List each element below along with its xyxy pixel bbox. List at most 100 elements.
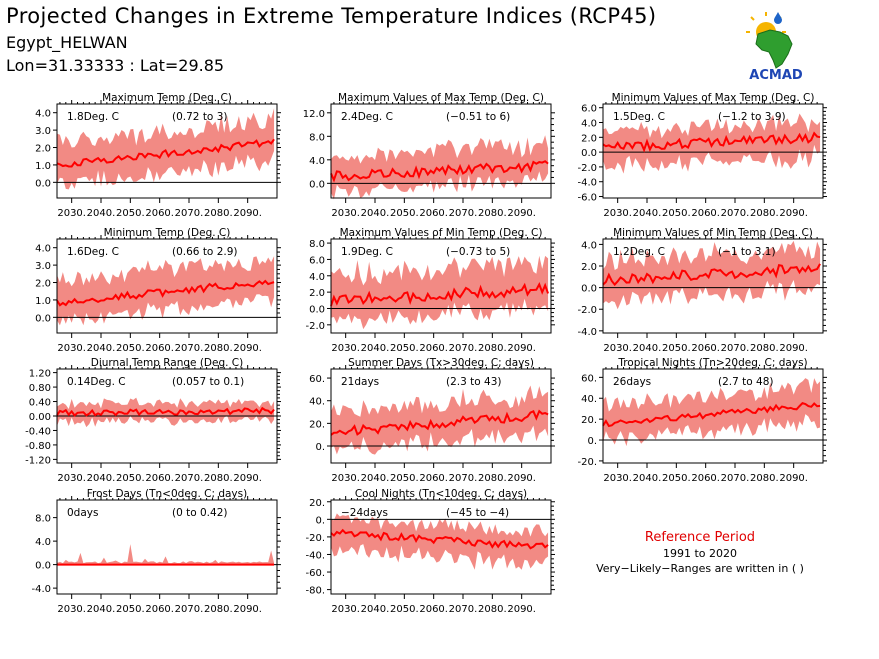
x-tick-label: 2070. — [721, 208, 750, 219]
y-tick-label: 20. — [309, 419, 325, 430]
x-tick-label: 2080. — [750, 343, 779, 354]
y-tick-label: 0.0 — [309, 179, 325, 190]
x-tick-label: 2070. — [175, 473, 204, 484]
y-tick-label: 4.0 — [309, 156, 325, 167]
y-tick-label: -40. — [305, 550, 325, 561]
x-tick-label: 2090. — [233, 604, 262, 615]
raindrop-icon — [774, 12, 782, 24]
x-tick-label: 2080. — [204, 473, 233, 484]
very-likely-range-band — [331, 255, 549, 330]
y-tick-label: 0. — [315, 515, 325, 526]
range-label: (−1 to 3.1) — [718, 246, 776, 258]
x-tick-label: 2050. — [390, 604, 419, 615]
x-tick-label: 2070. — [721, 473, 750, 484]
range-label: (2.7 to 48) — [718, 376, 773, 388]
chart-title: Summer Days (Tx>30deg. C; days) — [348, 357, 534, 369]
plot-frame — [602, 103, 824, 199]
plot-frame — [330, 238, 552, 334]
mean-series-line — [330, 160, 549, 183]
x-tick-label: 2030. — [57, 473, 86, 484]
y-tick-label: 0. — [587, 436, 597, 447]
x-tick-label: 2040. — [361, 343, 390, 354]
x-tick-label: 2070. — [175, 343, 204, 354]
x-tick-label: 2090. — [507, 343, 536, 354]
reference-note: Reference Period 1991 to 2020 Very−Likel… — [590, 530, 810, 575]
acmad-logo: ACMAD — [746, 12, 803, 82]
y-tick-label: 2.0 — [581, 262, 597, 273]
mean-series-line — [56, 279, 275, 307]
x-tick-label: 2060. — [145, 343, 174, 354]
x-tick-label: 2070. — [175, 604, 204, 615]
x-tick-label: 2060. — [145, 473, 174, 484]
x-tick-label: 2060. — [419, 473, 448, 484]
x-tick-label: 2030. — [331, 604, 360, 615]
reference-period-label: Reference Period — [644, 530, 756, 545]
x-tick-label: 2060. — [145, 604, 174, 615]
reference-period-years: 1991 to 2020 — [662, 547, 738, 560]
x-tick-label: 2080. — [478, 604, 507, 615]
x-tick-label: 2030. — [331, 208, 360, 219]
very-likely-range-band — [57, 108, 275, 190]
plot-frame — [330, 368, 552, 464]
x-tick-label: 2040. — [361, 473, 390, 484]
mean-series-line — [602, 131, 821, 153]
y-tick-label: 1.0 — [35, 161, 51, 172]
x-tick-label: 2030. — [603, 208, 632, 219]
y-tick-label: 1.0 — [35, 296, 51, 307]
x-tick-label: 2040. — [633, 208, 662, 219]
range-label: (0.72 to 3) — [172, 111, 227, 123]
y-tick-label: 0.0 — [35, 313, 51, 324]
chart-title: Minimum Temp (Deg. C) — [104, 227, 231, 239]
very-likely-range-band — [331, 513, 549, 570]
x-tick-label: 2030. — [603, 343, 632, 354]
x-tick-label: 2070. — [449, 473, 478, 484]
x-tick-label: 2090. — [233, 343, 262, 354]
x-tick-label: 2090. — [507, 473, 536, 484]
y-tick-label: 0.0 — [581, 148, 597, 159]
range-label: (−0.51 to 6) — [446, 111, 510, 123]
y-tick-label: 2.0 — [309, 288, 325, 299]
y-tick-label: 1.20 — [29, 369, 51, 380]
x-tick-label: 2070. — [721, 343, 750, 354]
chart-panel: -20. 0. 20. 40. 60. 2030. 2040. 2050. 2060. 2070.… — [577, 357, 827, 484]
y-tick-label: 0.0 — [309, 304, 325, 315]
very-likely-range-band — [331, 385, 549, 455]
chart-title: Tropical Nights (Tn>20deg. C; days) — [617, 357, 807, 369]
y-tick-label: 2.0 — [35, 144, 51, 155]
x-tick-label: 2030. — [603, 473, 632, 484]
mean-change-label: 1.5Deg. C — [613, 111, 665, 123]
chart-title: Maximum Values of Max Temp (Deg. C) — [338, 92, 544, 104]
y-tick-label: 60. — [581, 373, 597, 384]
y-tick-label: -80. — [305, 586, 325, 597]
x-tick-label: 2050. — [390, 473, 419, 484]
x-tick-label: 2030. — [57, 604, 86, 615]
x-tick-label: 2050. — [116, 473, 145, 484]
mean-change-label: 0days — [67, 507, 98, 519]
y-tick-label: 4.0 — [35, 244, 51, 255]
x-tick-label: 2070. — [449, 208, 478, 219]
chart-panel: -4.0 -2.0 0.0 2.0 4.0 2030. 2040. 2050. 2060. 207… — [577, 227, 827, 354]
chart-title: Frost Days (Tn<0deg. C; days) — [87, 488, 247, 500]
y-tick-label: 0.0 — [35, 561, 51, 572]
y-tick-label: 4.0 — [35, 537, 51, 548]
x-tick-label: 2050. — [390, 343, 419, 354]
x-tick-label: 2060. — [691, 343, 720, 354]
y-tick-label: 4.0 — [309, 272, 325, 283]
x-tick-label: 2030. — [57, 343, 86, 354]
mean-change-label: 2.4Deg. C — [341, 111, 393, 123]
y-tick-label: 4.0 — [581, 240, 597, 251]
mean-series-line — [330, 409, 549, 436]
mean-change-label: 1.9Deg. C — [341, 246, 393, 258]
mean-change-label: 1.2Deg. C — [613, 246, 665, 258]
y-tick-label: 60. — [309, 374, 325, 385]
range-label: (0.057 to 0.1) — [172, 376, 244, 388]
y-tick-label: -4.0 — [577, 178, 597, 189]
range-label: (−0.73 to 5) — [446, 246, 510, 258]
y-tick-label: 0.40 — [29, 398, 51, 409]
mean-change-label: 1.6Deg. C — [67, 246, 119, 258]
very-likely-range-band — [603, 240, 821, 310]
mean-series-line — [56, 138, 275, 168]
x-tick-label: 2090. — [233, 208, 262, 219]
